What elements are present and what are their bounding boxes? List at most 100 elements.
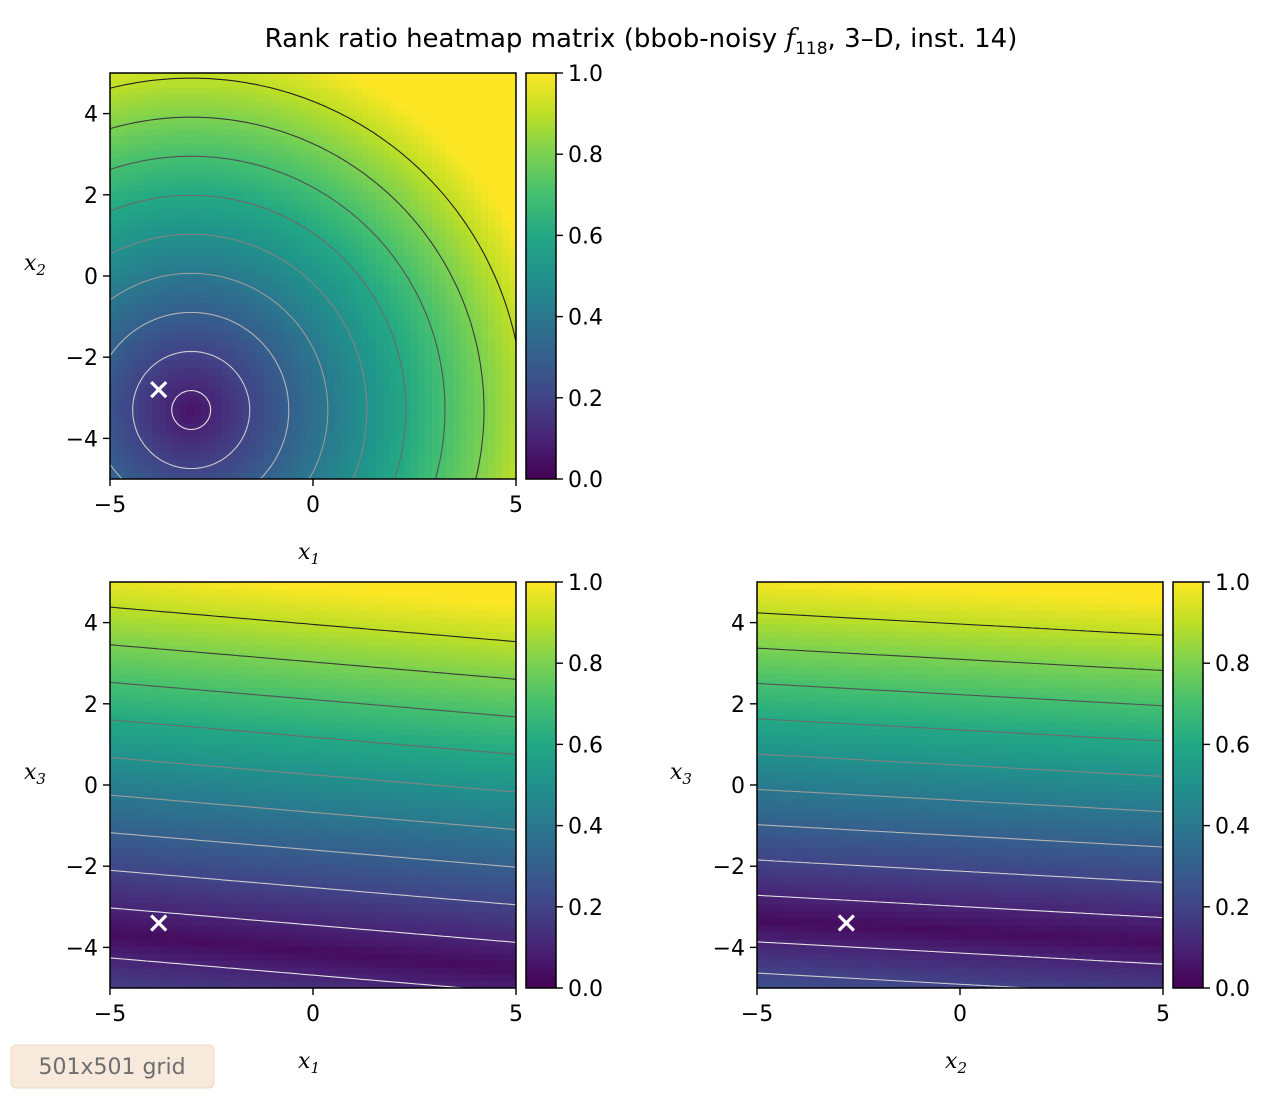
colorbar-tick-label: 0.6 xyxy=(1215,733,1250,758)
colorbar-tick-label: 0.6 xyxy=(568,224,603,249)
contour-level-3 xyxy=(110,832,516,868)
y-tick-label: 4 xyxy=(84,103,98,128)
colorbar-gradient xyxy=(525,581,557,989)
colorbar-tick-label: 0.0 xyxy=(568,977,603,1002)
colorbar-tick-label: 0.0 xyxy=(1215,977,1250,1002)
contour-level-1 xyxy=(171,389,212,431)
y-tick-label: 2 xyxy=(84,693,98,718)
colorbar-tick-label: 0.8 xyxy=(1215,652,1250,677)
x-tick-label: −5 xyxy=(94,493,126,518)
optimum-marker xyxy=(837,914,855,932)
colorbar-tick-label: 1.0 xyxy=(1215,571,1250,596)
y-axis-label: x2 xyxy=(24,251,46,279)
x-axis-label: x1 xyxy=(298,540,320,568)
contour-lines xyxy=(110,606,516,988)
x-tick-label: 5 xyxy=(509,1002,523,1027)
contour-level-7 xyxy=(110,155,446,479)
colorbar-gradient xyxy=(525,72,557,480)
contour-level-4 xyxy=(110,794,516,831)
optimum-marker xyxy=(150,914,168,932)
y-axis-label: x3 xyxy=(670,760,692,788)
y-axis: −4 −2 0 2 4 xyxy=(66,103,110,452)
x-tick-label: 0 xyxy=(306,1002,320,1027)
contour-level-6 xyxy=(110,719,516,755)
colorbar: 0.0 0.2 0.4 0.6 0.8 1.0 xyxy=(525,62,603,493)
contour-level-2 xyxy=(110,869,516,906)
heatmap-image xyxy=(109,581,517,989)
y-tick-label: 2 xyxy=(731,693,745,718)
contour-level-1 xyxy=(757,894,1163,965)
y-tick-label: −2 xyxy=(713,855,745,880)
x-axis: −5 0 5 xyxy=(741,988,1170,1027)
contour-level-9 xyxy=(757,612,1163,636)
contour-level-8 xyxy=(757,647,1163,672)
x-tick-label: −5 xyxy=(94,1002,126,1027)
y-tick-label: 0 xyxy=(84,774,98,799)
colorbar-tick-label: 0.8 xyxy=(568,652,603,677)
grid-size-badge-text: 501x501 grid xyxy=(38,1055,185,1080)
grid-size-badge: 501x501 grid xyxy=(10,1044,215,1089)
contour-level-8 xyxy=(110,116,485,479)
contour-level-7 xyxy=(757,682,1163,707)
y-tick-label: −2 xyxy=(66,855,98,880)
optimum-x-mark xyxy=(837,914,855,932)
x-tick-label: −5 xyxy=(741,1002,773,1027)
x-tick-label: 0 xyxy=(953,1002,967,1027)
colorbar-tick-label: 0.0 xyxy=(568,468,603,493)
x-axis-label: x2 xyxy=(945,1049,967,1077)
colorbar-tick-label: 0.4 xyxy=(568,815,603,840)
colorbar-tick-label: 0.4 xyxy=(568,306,603,331)
colorbar-tick-label: 0.2 xyxy=(1215,896,1250,921)
contour-level-9 xyxy=(110,606,516,643)
contour-level-4 xyxy=(110,272,329,479)
contour-level-8 xyxy=(110,644,516,680)
y-tick-label: 4 xyxy=(84,612,98,637)
y-axis-label: x3 xyxy=(24,760,46,788)
title-function-subscript: 118 xyxy=(795,39,827,59)
colorbar-tick-label: 0.4 xyxy=(1215,815,1250,840)
heatmap-image xyxy=(756,581,1164,989)
contour-level-1 xyxy=(110,907,516,988)
y-axis: −4 −2 0 2 4 xyxy=(66,612,110,961)
colorbar: 0.0 0.2 0.4 0.6 0.8 1.0 xyxy=(525,571,603,1002)
heatmap-image xyxy=(109,72,517,480)
heatmap-panel-x2-x3: −5 0 5 −4 −2 0 2 4 x2 x3 0.0 0.2 0.4 0.6 0.8 1.0 xyxy=(670,571,1250,1077)
contour-level-5 xyxy=(757,753,1163,777)
y-tick-label: −4 xyxy=(66,936,98,961)
y-axis: −4 −2 0 2 4 xyxy=(713,612,757,961)
y-tick-label: 2 xyxy=(84,184,98,209)
colorbar-tick-label: 0.8 xyxy=(568,143,603,168)
contour-level-5 xyxy=(110,233,368,479)
heatmap-panel-x1-x2: −5 0 5 −4 −2 0 2 4 x1 x2 0.0 0.2 0.4 0.6 0.8 1.0 xyxy=(24,62,603,568)
optimum-x-mark xyxy=(150,914,168,932)
contour-level-3 xyxy=(757,824,1163,848)
grid-size-badge-background xyxy=(10,1044,215,1089)
y-tick-label: 0 xyxy=(84,265,98,290)
contour-level-6 xyxy=(757,718,1163,742)
colorbar: 0.0 0.2 0.4 0.6 0.8 1.0 xyxy=(1172,571,1250,1002)
x-tick-label: 0 xyxy=(306,493,320,518)
colorbar-tick-label: 0.6 xyxy=(568,733,603,758)
colorbar-tick-label: 1.0 xyxy=(568,62,603,87)
y-tick-label: 4 xyxy=(731,612,745,637)
y-tick-label: −4 xyxy=(713,936,745,961)
y-tick-label: −2 xyxy=(66,346,98,371)
x-axis: −5 0 5 xyxy=(94,479,523,518)
x-axis: −5 0 5 xyxy=(94,988,523,1027)
x-tick-label: 5 xyxy=(509,493,523,518)
optimum-x-mark xyxy=(150,381,168,399)
contour-level-4 xyxy=(757,788,1163,813)
chart-title: Rank ratio heatmap matrix (bbob-noisy f1… xyxy=(265,24,1018,59)
contour-lines xyxy=(110,77,516,479)
contour-level-7 xyxy=(110,681,516,718)
contour-lines xyxy=(757,612,1163,988)
colorbar-tick-label: 1.0 xyxy=(568,571,603,596)
contour-level-6 xyxy=(110,194,407,479)
y-tick-label: 0 xyxy=(731,774,745,799)
x-tick-label: 5 xyxy=(1156,1002,1170,1027)
heatmap-panel-x1-x3: −5 0 5 −4 −2 0 2 4 x1 x3 0.0 0.2 0.4 0.6 0.8 1.0 xyxy=(24,571,603,1077)
contour-level-2 xyxy=(132,350,251,470)
colorbar-tick-label: 0.2 xyxy=(568,896,603,921)
optimum-marker xyxy=(150,381,168,399)
contour-level-5 xyxy=(110,756,516,793)
